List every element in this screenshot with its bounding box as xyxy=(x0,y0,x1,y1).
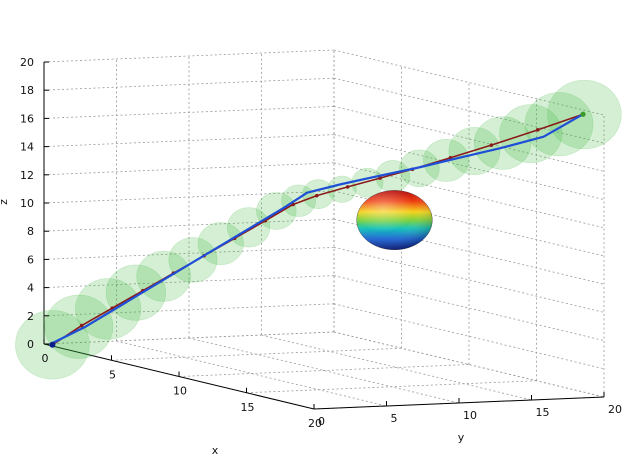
y-tick-label: 10 xyxy=(463,409,477,422)
grid-line xyxy=(261,334,532,401)
grid-line xyxy=(333,49,605,116)
y-tick-label: 5 xyxy=(391,412,398,425)
grid-line xyxy=(333,303,605,370)
grid-line xyxy=(43,247,335,260)
x-tick-label: 5 xyxy=(109,368,116,381)
grid-line xyxy=(333,134,605,200)
grid-line xyxy=(116,340,387,407)
grid-lines xyxy=(43,49,605,410)
trajectory-lines xyxy=(49,111,586,348)
y-tick-label: 20 xyxy=(608,403,622,416)
grid-line xyxy=(178,364,470,377)
series-point xyxy=(79,323,84,328)
tube-envelope xyxy=(15,79,622,380)
x-tick-label: 20 xyxy=(308,417,322,430)
x-tick-label: 0 xyxy=(42,352,49,365)
grid-line xyxy=(333,162,605,229)
z-tick-label: 18 xyxy=(20,84,34,97)
x-tick-label: 10 xyxy=(173,385,187,398)
grid-line xyxy=(333,275,605,341)
series-point xyxy=(315,193,319,198)
z-tick-label: 0 xyxy=(27,338,34,351)
grid-line xyxy=(43,162,335,176)
tube-sphere xyxy=(197,222,244,266)
grid-line xyxy=(43,275,335,288)
z-tick-label: 10 xyxy=(20,197,34,210)
z-tick-label: 8 xyxy=(27,225,34,238)
grid-line xyxy=(43,134,335,147)
z-tick-label: 16 xyxy=(20,112,34,125)
z-axis-label: z xyxy=(0,199,10,205)
series-point xyxy=(489,143,494,147)
grid-line xyxy=(333,331,605,398)
series-point xyxy=(536,128,540,132)
z-tick-label: 4 xyxy=(27,282,34,295)
z-tick-label: 6 xyxy=(27,253,34,266)
tube-sphere xyxy=(473,116,532,170)
end-point xyxy=(580,111,586,117)
grid-line xyxy=(333,77,605,144)
y-tick-label: 15 xyxy=(536,406,550,419)
series-point xyxy=(345,185,350,189)
grid-line xyxy=(333,247,605,313)
obstacle-shading xyxy=(356,190,433,250)
series-line xyxy=(49,113,584,346)
tube-sphere xyxy=(168,237,218,283)
grid-line xyxy=(333,106,605,172)
grid-line xyxy=(43,49,335,63)
start-point xyxy=(49,341,56,348)
x-axis-label: x xyxy=(212,444,219,456)
y-axis-label: y xyxy=(458,431,465,444)
z-tick-label: 20 xyxy=(20,56,34,69)
tube-sphere xyxy=(499,104,563,163)
z-tick-label: 2 xyxy=(27,310,34,323)
tube-sphere xyxy=(524,92,594,157)
z-tick-label: 14 xyxy=(20,141,34,154)
obstacle-sphere xyxy=(356,190,433,251)
y-tick-label: 0 xyxy=(318,415,325,428)
grid-line xyxy=(188,337,460,404)
x-tick-label: 15 xyxy=(241,401,255,414)
axis-labels: x y z xyxy=(0,199,465,456)
series-point xyxy=(378,176,382,180)
z-tick-label: 12 xyxy=(20,169,34,182)
